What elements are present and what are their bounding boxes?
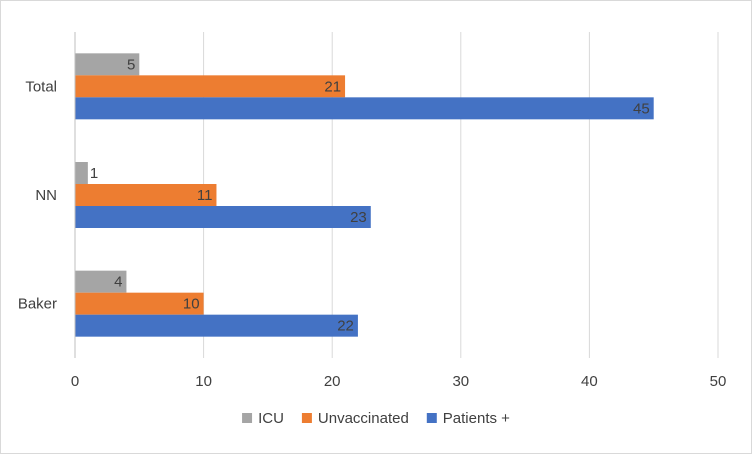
bar [75, 184, 217, 206]
data-label: 10 [183, 296, 200, 313]
value-axis: 0 10 20 30 40 50 [71, 373, 727, 390]
data-label: 23 [350, 209, 367, 226]
bar [75, 75, 346, 98]
legend-swatch [242, 413, 253, 423]
legend-swatch [426, 413, 437, 423]
data-label: 5 [127, 56, 135, 73]
tick-label: 20 [324, 373, 341, 390]
tick-label: 30 [452, 373, 469, 390]
category-label: NN [35, 187, 57, 204]
tick-label: 10 [195, 373, 212, 390]
bar [75, 97, 654, 120]
data-label: 45 [633, 100, 650, 117]
bar [75, 292, 204, 315]
tick-label: 50 [710, 373, 727, 390]
data-label: 21 [324, 78, 341, 95]
bar [75, 270, 127, 293]
legend-item: Unvaccinated [301, 410, 409, 427]
bar [75, 206, 371, 228]
legend: ICU Unvaccinated Patients + [242, 410, 510, 427]
legend-item: ICU [242, 410, 284, 427]
legend-label: Unvaccinated [318, 410, 409, 427]
data-label: 4 [114, 274, 122, 291]
data-label: 1 [90, 165, 98, 182]
legend-item: Patients + [426, 410, 510, 427]
category-axis: Total NN Baker [18, 78, 57, 312]
legend-label: ICU [258, 410, 284, 427]
tick-label: 0 [71, 373, 79, 390]
legend-label: Patients + [443, 410, 510, 427]
category-label: Baker [18, 296, 57, 313]
bar [75, 314, 358, 337]
bar [75, 162, 88, 184]
bars [75, 53, 654, 337]
tick-label: 40 [581, 373, 598, 390]
bar [75, 53, 140, 76]
category-label: Total [25, 78, 57, 95]
data-label: 11 [197, 187, 213, 204]
legend-swatch [301, 413, 312, 423]
data-label: 22 [337, 318, 354, 335]
